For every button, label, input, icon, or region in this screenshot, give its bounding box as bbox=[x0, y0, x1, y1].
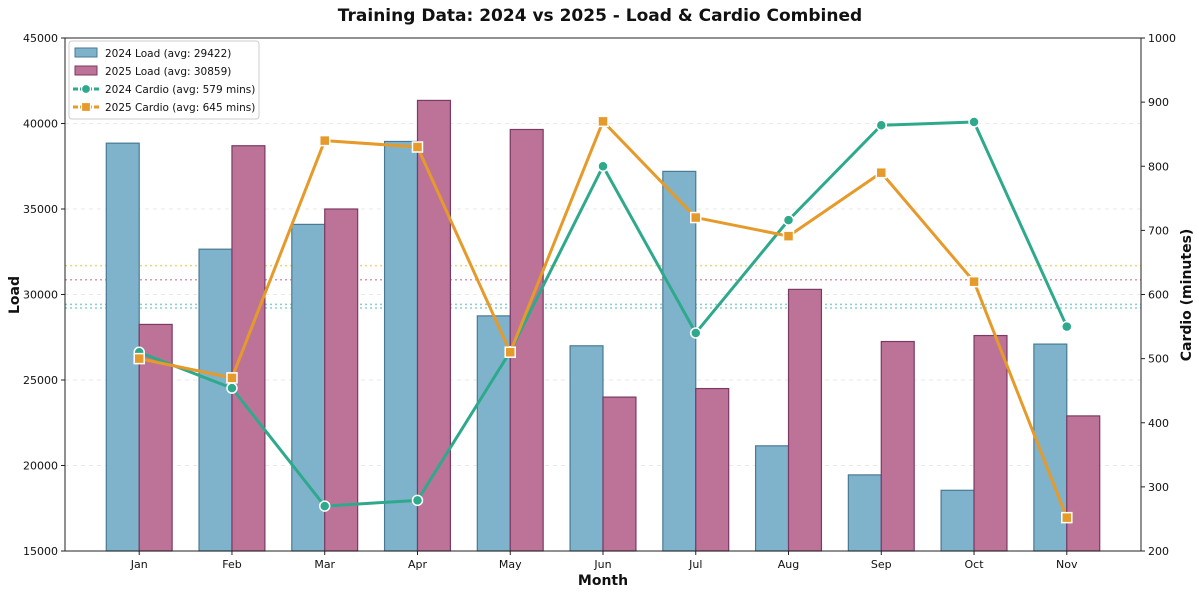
legend: 2024 Load (avg: 29422) 2025 Load (avg: 30… bbox=[68, 40, 260, 120]
x-tick-label: May bbox=[499, 558, 522, 571]
x-tick-label: Jun bbox=[593, 558, 611, 571]
y2-tick-label: 700 bbox=[1148, 224, 1169, 237]
bar-feb-2024 bbox=[198, 248, 233, 552]
x-tick-label: Nov bbox=[1056, 558, 1078, 571]
bar-jan-2024 bbox=[105, 142, 140, 552]
y2-tick-label: 500 bbox=[1148, 353, 1169, 366]
legend-box bbox=[68, 40, 260, 120]
bar-aug-2025 bbox=[787, 288, 823, 552]
bar-jul-2025 bbox=[695, 387, 730, 552]
y2-tick-label: 300 bbox=[1148, 481, 1169, 494]
cardio-point-sep-2025 bbox=[875, 166, 888, 179]
cardio-point-feb-2025 bbox=[226, 372, 238, 384]
cardio-point-jun-2024 bbox=[597, 160, 609, 172]
y2-axis-label: Cardio (minutes) bbox=[1179, 229, 1195, 362]
chart-title: Training Data: 2024 vs 2025 - Load & Car… bbox=[338, 6, 862, 26]
bar-mar-2024 bbox=[291, 223, 326, 552]
y-tick-label: 25000 bbox=[23, 374, 58, 387]
y-tick-label: 15000 bbox=[23, 545, 58, 558]
cardio-point-nov-2025 bbox=[1061, 511, 1073, 524]
bar-oct-2025 bbox=[973, 334, 1008, 552]
bar-apr-2024 bbox=[383, 140, 419, 552]
cardio-point-apr-2024 bbox=[411, 494, 424, 507]
axis-layer: 15000 20000 25000 30000 35000 40000 45000 200 30… bbox=[23, 32, 1176, 571]
y-tick-label: 35000 bbox=[23, 203, 58, 216]
legend-label: 2025 Load (avg: 30859) bbox=[105, 66, 231, 78]
x-tick-label: Jan bbox=[130, 558, 148, 571]
legend-marker bbox=[80, 83, 92, 95]
line-layer bbox=[133, 115, 1073, 524]
legend-swatch bbox=[74, 65, 98, 76]
cardio-point-jun-2025 bbox=[597, 115, 609, 128]
cardio-point-oct-2025 bbox=[968, 275, 980, 288]
cardio-point-may-2025 bbox=[504, 346, 516, 358]
x-axis-label: Month bbox=[578, 573, 628, 589]
x-tick-label: Sep bbox=[871, 558, 892, 571]
cardio-point-mar-2024 bbox=[318, 500, 331, 512]
x-tick-label: Oct bbox=[965, 558, 985, 571]
bar-jun-2024 bbox=[569, 345, 604, 552]
y-tick-label: 20000 bbox=[23, 460, 58, 473]
legend-label: 2024 Cardio (avg: 579 mins) bbox=[105, 84, 255, 96]
bar-jul-2024 bbox=[662, 170, 697, 552]
bar-layer bbox=[105, 99, 1101, 552]
y-tick-label: 45000 bbox=[23, 32, 58, 45]
y-tick-label: 30000 bbox=[23, 289, 58, 302]
bar-apr-2025 bbox=[416, 99, 452, 552]
x-tick-label: Apr bbox=[408, 558, 428, 571]
cardio-point-jul-2024 bbox=[690, 327, 702, 339]
bar-may-2024 bbox=[476, 315, 511, 552]
legend-swatch bbox=[74, 47, 98, 58]
cardio-point-nov-2024 bbox=[1061, 320, 1073, 333]
y2-tick-label: 900 bbox=[1148, 96, 1169, 109]
y2-tick-label: 400 bbox=[1148, 417, 1169, 430]
cardio-point-sep-2024 bbox=[875, 119, 888, 131]
cardio-point-aug-2024 bbox=[782, 214, 795, 226]
cardio-point-oct-2024 bbox=[968, 116, 980, 128]
bar-jun-2025 bbox=[602, 396, 637, 552]
legend-label: 2024 Load (avg: 29422) bbox=[105, 48, 231, 60]
cardio-point-aug-2025 bbox=[782, 230, 795, 242]
legend-label: 2025 Cardio (avg: 645 mins) bbox=[105, 102, 255, 114]
cardio-point-jan-2025 bbox=[133, 352, 145, 365]
bar-nov-2025 bbox=[1066, 415, 1101, 552]
x-tick-label: Jul bbox=[688, 558, 702, 571]
y2-tick-label: 600 bbox=[1148, 289, 1169, 302]
bar-oct-2024 bbox=[940, 489, 975, 552]
legend-marker bbox=[80, 101, 92, 113]
x-tick-label: Mar bbox=[314, 558, 335, 571]
y2-tick-label: 200 bbox=[1148, 545, 1169, 558]
y2-tick-label: 800 bbox=[1148, 160, 1169, 173]
cardio-point-jul-2025 bbox=[690, 211, 702, 224]
y2-tick-label: 1000 bbox=[1148, 32, 1176, 45]
bar-sep-2025 bbox=[880, 340, 915, 552]
bar-mar-2025 bbox=[324, 208, 359, 552]
cardio-point-mar-2025 bbox=[318, 134, 331, 147]
bar-aug-2024 bbox=[754, 445, 790, 552]
bar-feb-2025 bbox=[231, 145, 266, 552]
bar-sep-2024 bbox=[847, 474, 882, 552]
y-tick-label: 40000 bbox=[23, 118, 58, 131]
cardio-point-feb-2024 bbox=[226, 382, 238, 394]
cardio-point-apr-2025 bbox=[411, 141, 424, 153]
x-tick-label: Feb bbox=[222, 558, 241, 571]
x-tick-label: Aug bbox=[778, 558, 799, 571]
y-axis-label: Load bbox=[7, 276, 23, 314]
